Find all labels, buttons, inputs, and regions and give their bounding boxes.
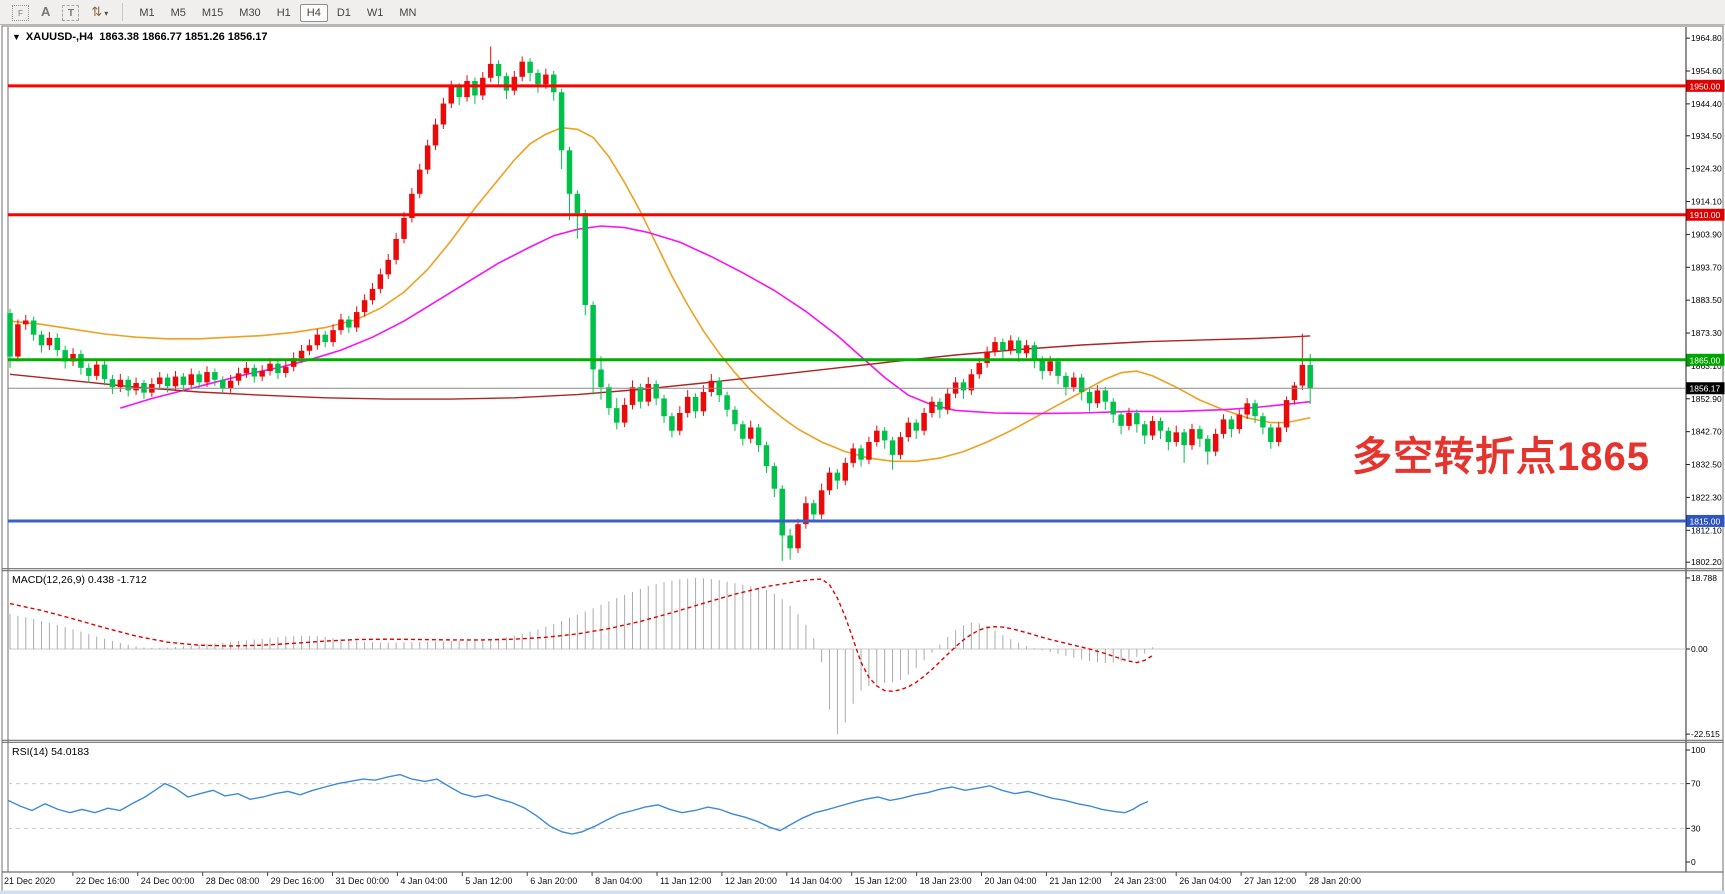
trade-annotation: 多空转折点1865	[1352, 435, 1650, 479]
tf-h4-button[interactable]: H4	[299, 4, 328, 22]
svg-text:1924.30: 1924.30	[1691, 164, 1722, 174]
timeframe-buttons: M1 M5 M15 M30 H1 H4 D1 W1 MN	[131, 3, 424, 22]
svg-text:26 Jan 04:00: 26 Jan 04:00	[1179, 876, 1231, 886]
svg-text:22 Dec 16:00: 22 Dec 16:00	[76, 876, 130, 886]
tf-w1-button[interactable]: W1	[366, 7, 384, 19]
svg-text:6 Jan 20:00: 6 Jan 20:00	[530, 876, 577, 886]
svg-text:1863.10: 1863.10	[1691, 361, 1722, 371]
svg-text:5 Jan 12:00: 5 Jan 12:00	[465, 876, 512, 886]
svg-text:4 Jan 04:00: 4 Jan 04:00	[400, 876, 447, 886]
tf-m15-button[interactable]: M15	[201, 7, 224, 19]
svg-text:18 Jan 23:00: 18 Jan 23:00	[920, 876, 972, 886]
svg-text:18.788: 18.788	[1691, 573, 1717, 583]
svg-text:11 Jan 12:00: 11 Jan 12:00	[660, 876, 711, 886]
toolbar-tools: F A T ⇅ ▾	[6, 3, 114, 22]
svg-text:1964.80: 1964.80	[1691, 33, 1722, 43]
svg-text:27 Jan 12:00: 27 Jan 12:00	[1244, 876, 1296, 886]
chart-title: ▼ XAUUSD-,H4 1863.38 1866.77 1851.26 1856…	[12, 31, 268, 43]
svg-text:28 Dec 08:00: 28 Dec 08:00	[206, 876, 260, 886]
tf-h1-button[interactable]: H1	[276, 7, 291, 19]
tf-m5-button[interactable]: M5	[170, 7, 186, 19]
toolbar-separator	[122, 3, 124, 21]
svg-text:1910.00: 1910.00	[1690, 210, 1721, 220]
macd-indicator-label: MACD(12,26,9) 0.438 -1.712	[12, 574, 147, 586]
svg-text:1812.10: 1812.10	[1691, 525, 1722, 535]
letter-a-icon[interactable]: A	[41, 3, 51, 19]
text-tool-icon[interactable]: T	[62, 5, 80, 22]
svg-text:1873.30: 1873.30	[1691, 328, 1722, 338]
svg-text:1842.70: 1842.70	[1691, 427, 1722, 437]
tf-mn-button[interactable]: MN	[399, 7, 417, 19]
svg-text:15 Jan 12:00: 15 Jan 12:00	[855, 876, 907, 886]
tf-m1-button[interactable]: M1	[139, 7, 155, 19]
svg-text:28 Jan 20:00: 28 Jan 20:00	[1309, 876, 1361, 886]
svg-text:1903.90: 1903.90	[1691, 229, 1722, 239]
swap-arrows-icon[interactable]: ⇅	[91, 3, 103, 19]
svg-text:31 Dec 00:00: 31 Dec 00:00	[336, 876, 390, 886]
svg-text:1934.50: 1934.50	[1691, 131, 1722, 141]
svg-text:21 Jan 12:00: 21 Jan 12:00	[1049, 876, 1101, 886]
svg-text:1815.00: 1815.00	[1690, 516, 1721, 526]
svg-text:70: 70	[1691, 779, 1701, 789]
svg-text:-22.515: -22.515	[1691, 729, 1720, 739]
svg-text:29 Dec 16:00: 29 Dec 16:00	[271, 876, 325, 886]
toolbar: F A T ⇅ ▾ M1 M5 M15 M30 H1 H4 D1 W1 MN	[0, 0, 1725, 25]
svg-text:100: 100	[1691, 745, 1705, 755]
symbol-collapse-icon[interactable]: ▼	[12, 32, 21, 42]
tf-m30-button[interactable]: M30	[239, 7, 261, 19]
svg-text:1832.50: 1832.50	[1691, 460, 1722, 470]
svg-text:1950.00: 1950.00	[1690, 81, 1721, 91]
svg-text:30: 30	[1691, 823, 1701, 833]
svg-text:1914.10: 1914.10	[1691, 197, 1722, 207]
svg-text:1865.00: 1865.00	[1690, 355, 1721, 365]
chart-symbol: XAUUSD-,H4	[25, 31, 94, 43]
chart-canvas[interactable]: 1964.80 1954.60 1944.40 1934.50 1924.30 1914.…	[0, 25, 1725, 894]
tf-d1-button[interactable]: D1	[336, 7, 351, 19]
svg-text:24 Dec 00:00: 24 Dec 00:00	[141, 876, 195, 886]
svg-text:21 Dec 2020: 21 Dec 2020	[4, 876, 55, 886]
svg-text:20 Jan 04:00: 20 Jan 04:00	[985, 876, 1037, 886]
dropdown-caret-icon[interactable]: ▾	[104, 8, 109, 18]
rsi-indicator-label: RSI(14) 54.0183	[12, 746, 90, 758]
svg-text:1883.50: 1883.50	[1691, 295, 1722, 305]
chart-ohlc: 1863.38 1866.77 1851.26 1856.17	[99, 31, 268, 43]
svg-text:1893.70: 1893.70	[1691, 262, 1722, 272]
svg-text:0: 0	[1691, 857, 1696, 867]
svg-text:1802.20: 1802.20	[1691, 557, 1722, 567]
svg-text:0.00: 0.00	[1691, 644, 1708, 654]
svg-text:1954.60: 1954.60	[1691, 66, 1722, 76]
svg-text:1852.90: 1852.90	[1691, 394, 1722, 404]
svg-text:1822.30: 1822.30	[1691, 492, 1722, 502]
svg-text:1944.40: 1944.40	[1691, 99, 1722, 109]
templates-grid-icon[interactable]: F	[12, 5, 29, 22]
svg-text:12 Jan 20:00: 12 Jan 20:00	[725, 876, 777, 886]
svg-text:8 Jan 04:00: 8 Jan 04:00	[595, 876, 642, 886]
svg-text:14 Jan 04:00: 14 Jan 04:00	[790, 876, 842, 886]
svg-text:1856.17: 1856.17	[1690, 384, 1721, 394]
svg-text:24 Jan 23:00: 24 Jan 23:00	[1114, 876, 1166, 886]
